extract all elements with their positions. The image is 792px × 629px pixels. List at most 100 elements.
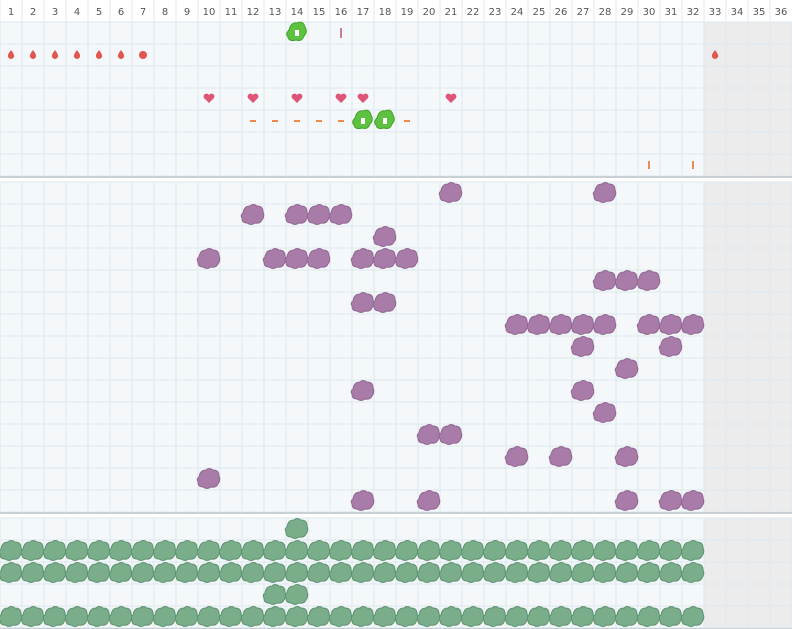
item-purple xyxy=(614,358,639,379)
blob-shape xyxy=(438,606,463,627)
blob-shape xyxy=(658,540,683,561)
blob-shape xyxy=(284,540,309,561)
item-purple xyxy=(394,248,419,269)
blob-shape xyxy=(152,540,177,561)
column-header: 36 xyxy=(775,7,788,18)
blob-shape xyxy=(592,270,617,291)
blob-shape xyxy=(350,562,375,583)
item-obar xyxy=(648,161,650,169)
item-green xyxy=(218,562,243,583)
item-green xyxy=(284,562,309,583)
column-header: 34 xyxy=(731,7,744,18)
heart-shape xyxy=(445,93,457,103)
blob-shape xyxy=(218,606,243,627)
item-green xyxy=(460,606,485,627)
column-header: 11 xyxy=(225,7,238,18)
item-dash xyxy=(338,120,344,122)
item-green xyxy=(240,606,265,627)
blob-shape xyxy=(636,540,661,561)
blob-shape xyxy=(240,204,265,225)
item-green xyxy=(262,562,287,583)
item-purple xyxy=(636,270,661,291)
item-purple xyxy=(592,314,617,335)
blob-shape xyxy=(570,540,595,561)
item-green xyxy=(284,584,309,605)
item-green xyxy=(152,606,177,627)
item-bush xyxy=(286,21,307,42)
drop-shape xyxy=(29,50,37,59)
item-green xyxy=(438,606,463,627)
column-header: 17 xyxy=(357,7,370,18)
item-drop xyxy=(29,50,37,59)
blob-shape xyxy=(174,562,199,583)
column-header: 18 xyxy=(379,7,392,18)
column-header: 9 xyxy=(184,7,190,18)
item-green xyxy=(350,540,375,561)
blob-shape xyxy=(152,562,177,583)
blob-shape xyxy=(108,540,133,561)
item-green xyxy=(284,606,309,627)
item-green xyxy=(526,562,551,583)
blob-shape xyxy=(548,562,573,583)
blob-shape xyxy=(372,562,397,583)
blob-shape xyxy=(86,540,111,561)
item-purple xyxy=(680,490,705,511)
item-green xyxy=(152,562,177,583)
heart-shape xyxy=(247,93,259,103)
column-header: 10 xyxy=(203,7,216,18)
column-header: 29 xyxy=(621,7,634,18)
blob-shape xyxy=(174,606,199,627)
item-green xyxy=(350,606,375,627)
item-green xyxy=(394,606,419,627)
column-header: 2 xyxy=(30,7,36,18)
blob-shape xyxy=(504,562,529,583)
bush-tag xyxy=(295,30,299,36)
blob-shape xyxy=(262,584,287,605)
item-green xyxy=(504,540,529,561)
blob-shape xyxy=(284,584,309,605)
item-green xyxy=(372,606,397,627)
blob-shape xyxy=(350,248,375,269)
column-header: 12 xyxy=(247,7,260,18)
blob-shape xyxy=(240,606,265,627)
item-green xyxy=(394,540,419,561)
blob-shape xyxy=(350,606,375,627)
blob-shape xyxy=(86,562,111,583)
item-green xyxy=(284,540,309,561)
item-dash xyxy=(316,120,322,122)
blob-shape xyxy=(42,562,67,583)
item-purple xyxy=(570,380,595,401)
column-header: 5 xyxy=(96,7,102,18)
column-header: 6 xyxy=(118,7,124,18)
item-green xyxy=(64,562,89,583)
blob-shape xyxy=(416,562,441,583)
item-green xyxy=(196,540,221,561)
blob-shape xyxy=(130,540,155,561)
item-purple xyxy=(614,446,639,467)
drop-shape xyxy=(95,50,103,59)
item-green xyxy=(570,540,595,561)
blob-shape xyxy=(592,402,617,423)
blob-shape xyxy=(460,606,485,627)
item-green xyxy=(658,562,683,583)
item-green xyxy=(0,606,23,627)
column-header: 4 xyxy=(74,7,80,18)
item-green xyxy=(658,540,683,561)
item-dot xyxy=(139,51,147,59)
blob-shape xyxy=(64,606,89,627)
blob-shape xyxy=(394,606,419,627)
item-green xyxy=(174,540,199,561)
blob-shape xyxy=(372,540,397,561)
blob-shape xyxy=(504,606,529,627)
item-green xyxy=(438,540,463,561)
blob-shape xyxy=(174,540,199,561)
item-green xyxy=(504,606,529,627)
blob-shape xyxy=(504,540,529,561)
item-obar xyxy=(692,161,694,169)
blob-shape xyxy=(548,540,573,561)
blob-shape xyxy=(504,446,529,467)
item-green xyxy=(350,562,375,583)
item-green xyxy=(130,606,155,627)
column-header: 3 xyxy=(52,7,58,18)
item-green xyxy=(42,606,67,627)
